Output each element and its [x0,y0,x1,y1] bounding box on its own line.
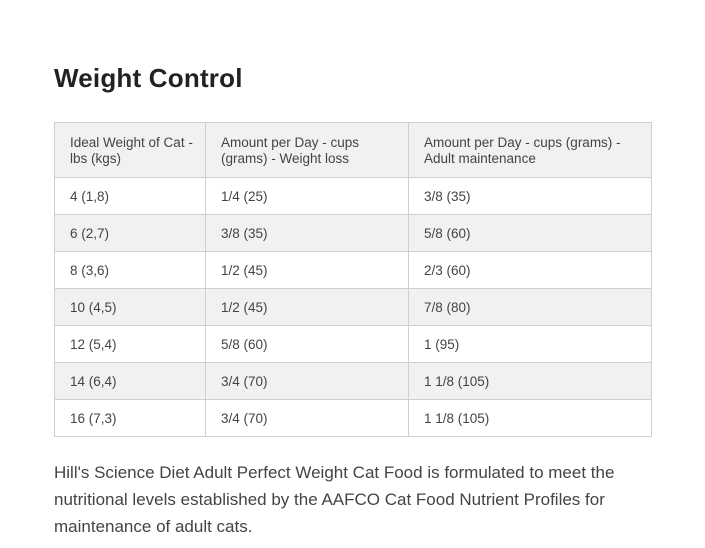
cell-weight-loss: 1/4 (25) [205,177,409,215]
cell-weight-loss: 5/8 (60) [205,325,409,363]
table-row: 4 (1,8) 1/4 (25) 3/8 (35) [54,177,652,215]
cell-ideal-weight: 8 (3,6) [54,251,206,289]
cell-adult-maintenance: 1 (95) [408,325,652,363]
cell-adult-maintenance: 7/8 (80) [408,288,652,326]
section-title: Weight Control [54,63,243,93]
table-row: 14 (6,4) 3/4 (70) 1 1/8 (105) [54,362,652,400]
cell-ideal-weight: 16 (7,3) [54,399,206,437]
cell-adult-maintenance: 2/3 (60) [408,251,652,289]
cell-adult-maintenance: 3/8 (35) [408,177,652,215]
cell-adult-maintenance: 1 1/8 (105) [408,399,652,437]
cell-weight-loss: 1/2 (45) [205,251,409,289]
cell-adult-maintenance: 1 1/8 (105) [408,362,652,400]
cell-weight-loss: 1/2 (45) [205,288,409,326]
table-header-row: Ideal Weight of Cat - lbs (kgs) Amount p… [54,122,652,178]
cell-ideal-weight: 4 (1,8) [54,177,206,215]
table-row: 12 (5,4) 5/8 (60) 1 (95) [54,325,652,363]
cell-weight-loss: 3/8 (35) [205,214,409,252]
table-row: 10 (4,5) 1/2 (45) 7/8 (80) [54,288,652,326]
table-row: 8 (3,6) 1/2 (45) 2/3 (60) [54,251,652,289]
cell-ideal-weight: 6 (2,7) [54,214,206,252]
cell-weight-loss: 3/4 (70) [205,399,409,437]
feeding-table: Ideal Weight of Cat - lbs (kgs) Amount p… [54,122,652,437]
formulation-note: Hill's Science Diet Adult Perfect Weight… [54,463,615,536]
header-adult-maintenance: Amount per Day - cups (grams) - Adult ma… [408,122,652,178]
weight-control-section: Weight Control Ideal Weight of Cat - lbs… [54,60,652,540]
cell-ideal-weight: 12 (5,4) [54,325,206,363]
cell-ideal-weight: 10 (4,5) [54,288,206,326]
cell-weight-loss: 3/4 (70) [205,362,409,400]
cell-adult-maintenance: 5/8 (60) [408,214,652,252]
header-weight-loss: Amount per Day - cups (grams) - Weight l… [205,122,409,178]
cell-ideal-weight: 14 (6,4) [54,362,206,400]
header-ideal-weight: Ideal Weight of Cat - lbs (kgs) [54,122,206,178]
table-row: 6 (2,7) 3/8 (35) 5/8 (60) [54,214,652,252]
table-row: 16 (7,3) 3/4 (70) 1 1/8 (105) [54,399,652,437]
